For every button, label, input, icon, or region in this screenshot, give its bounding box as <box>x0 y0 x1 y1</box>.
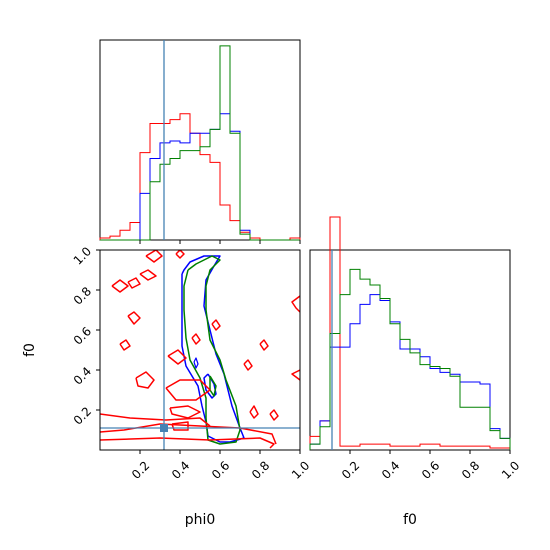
phi0-f0-contour-panel: 0.2 0.4 0.6 0.8 1.0 0.2 0.4 0.6 0.8 1.0 <box>71 244 313 482</box>
x-axis-label-phi0: phi0 <box>185 512 216 528</box>
contour-frame <box>99 249 301 451</box>
contour-red-11 <box>167 349 187 365</box>
phi0-xtick-label-2: 0.6 <box>209 458 232 481</box>
contour-red-17 <box>119 339 131 351</box>
contour-red-12 <box>127 311 141 325</box>
contour-red-13 <box>111 279 129 293</box>
contour-red-21 <box>259 339 269 351</box>
contour-red-10 <box>135 371 155 389</box>
contour-red-19 <box>191 333 201 345</box>
x-axis-label-f0: f0 <box>403 512 417 528</box>
f0-ytick-label-0: 0.2 <box>71 404 94 427</box>
contour-green-1 <box>183 255 241 445</box>
contour-red-24 <box>291 295 300 313</box>
f0-ytick-label-4: 1.0 <box>71 244 94 267</box>
phi0-xtick-label-3: 0.8 <box>249 458 272 481</box>
y-axis-label-f0: f0 <box>22 343 38 357</box>
phi0-blue-histogram <box>100 113 300 241</box>
contour-red-25 <box>291 369 300 381</box>
f0-ytick-label-3: 0.8 <box>71 284 94 307</box>
contour-blue-0 <box>181 255 245 443</box>
contour-red-7 <box>165 379 211 401</box>
f0-hist-xtick-label-1: 0.4 <box>379 458 402 481</box>
f0-hist-xtick-label-0: 0.2 <box>339 458 362 481</box>
f0-hist-xtick-label-3: 0.8 <box>459 458 482 481</box>
contour-red-4 <box>100 437 275 449</box>
contour-red-20 <box>243 359 253 371</box>
phi0-histogram-frame <box>99 39 301 241</box>
contour-red-5 <box>100 423 277 445</box>
contour-green-3 <box>209 375 217 397</box>
phi0-xtick-label-4: 1.0 <box>289 458 312 481</box>
f0-red-histogram <box>309 216 511 450</box>
contour-red-26 <box>175 250 185 259</box>
contour-blue-27 <box>193 357 199 369</box>
f0-ytick-label-2: 0.6 <box>71 324 94 347</box>
f0-green-histogram <box>309 268 511 450</box>
contour-red-16 <box>145 250 163 263</box>
f0-hist-xtick-label-2: 0.6 <box>419 458 442 481</box>
contour-red-6 <box>100 413 211 427</box>
contour-red-8 <box>169 405 201 419</box>
truth-marker <box>160 424 168 432</box>
phi0-xtick-label-0: 0.2 <box>129 458 152 481</box>
phi0-histogram-panel <box>99 39 301 244</box>
phi0-green-histogram <box>100 45 300 241</box>
contour-red-22 <box>249 405 259 419</box>
phi0-xtick-label-1: 0.4 <box>169 458 192 481</box>
f0-histogram-frame <box>309 249 511 451</box>
contour-red-15 <box>139 269 157 281</box>
f0-hist-xtick-label-4: 1.0 <box>499 458 522 481</box>
contour-red-14 <box>127 277 141 289</box>
contour-red-18 <box>211 319 221 331</box>
contour-red-23 <box>269 409 279 421</box>
f0-ytick-label-1: 0.4 <box>71 364 94 387</box>
f0-histogram-panel: 0.2 0.4 0.6 0.8 1.0 <box>309 216 522 482</box>
